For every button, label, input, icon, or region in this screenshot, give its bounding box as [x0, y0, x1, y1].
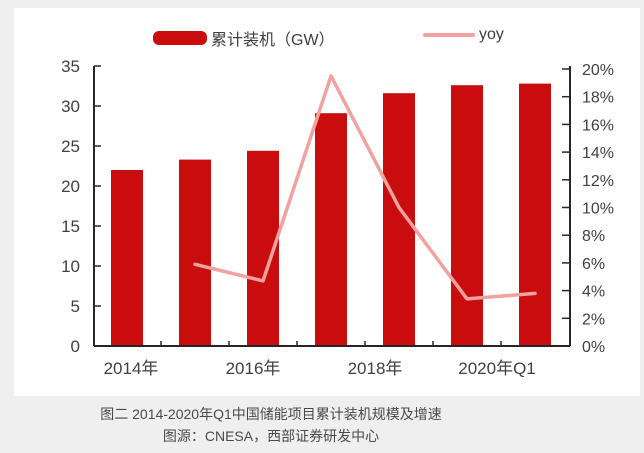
left-axis-tick-label: 5	[71, 297, 80, 316]
right-axis-tick-label: 20%	[582, 62, 614, 79]
left-axis-tick-label: 0	[71, 337, 80, 356]
bar-2018年	[383, 93, 415, 346]
right-axis-tick-label: 6%	[582, 256, 605, 273]
line-series-swatch-icon	[423, 33, 475, 37]
bar-2020年Q1	[519, 83, 551, 346]
right-axis-tick-label: 2%	[582, 311, 605, 328]
chart-card: 0 5 10 15 20 25 30 35 0% 2% 4% 6% 8% 10% 12% 14% 16% 18% 2…	[14, 8, 640, 396]
right-axis-tick-label: 8%	[582, 228, 605, 245]
legend-label-yoy: yoy	[479, 26, 504, 43]
bar-2014年	[111, 170, 143, 346]
yoy-line	[193, 74, 537, 301]
right-axis-tick-label: 10%	[582, 201, 614, 218]
legend-label-cumulative-capacity: 累计装机（GW）	[211, 32, 335, 49]
bar-2017年	[315, 113, 347, 346]
left-axis-tick-label: 35	[61, 57, 80, 76]
left-axis-tick-label: 20	[61, 177, 80, 196]
bar-series-swatch-icon	[153, 31, 207, 45]
x-axis-tick-label: 2016年	[226, 359, 281, 378]
bar-2015年	[179, 159, 211, 346]
right-axis-tick-label: 14%	[582, 145, 614, 162]
left-axis-tick-label: 10	[61, 257, 80, 276]
figure-title: 图二 2014-2020年Q1中国储能项目累计装机规模及增速	[100, 406, 442, 422]
right-axis-tick-label: 18%	[582, 90, 614, 107]
x-axis-tick-label: 2014年	[104, 359, 159, 378]
left-axis-tick-label: 15	[61, 217, 80, 236]
right-axis-tick-label: 12%	[582, 173, 614, 190]
right-axis-tick-label: 4%	[582, 284, 605, 301]
legend-item-cumulative-capacity: 累计装机（GW）	[153, 26, 335, 50]
chart-plot: 0 5 10 15 20 25 30 35 0% 2% 4% 6% 8% 10% 12% 14% 16% 18% 2…	[61, 57, 614, 378]
bar-2019年	[451, 85, 483, 346]
right-axis-tick-label: 16%	[582, 117, 614, 134]
right-axis-tick-label: 0%	[582, 339, 605, 356]
left-axis-tick-label: 30	[61, 97, 80, 116]
left-axis-tick-label: 25	[61, 137, 80, 156]
figure-source: 图源：CNESA，西部证券研发中心	[162, 428, 380, 444]
x-axis-tick-label: 2018年	[348, 359, 403, 378]
legend-item-yoy: yoy	[423, 26, 504, 44]
x-axis-tick-label: 2020年Q1	[458, 359, 536, 378]
